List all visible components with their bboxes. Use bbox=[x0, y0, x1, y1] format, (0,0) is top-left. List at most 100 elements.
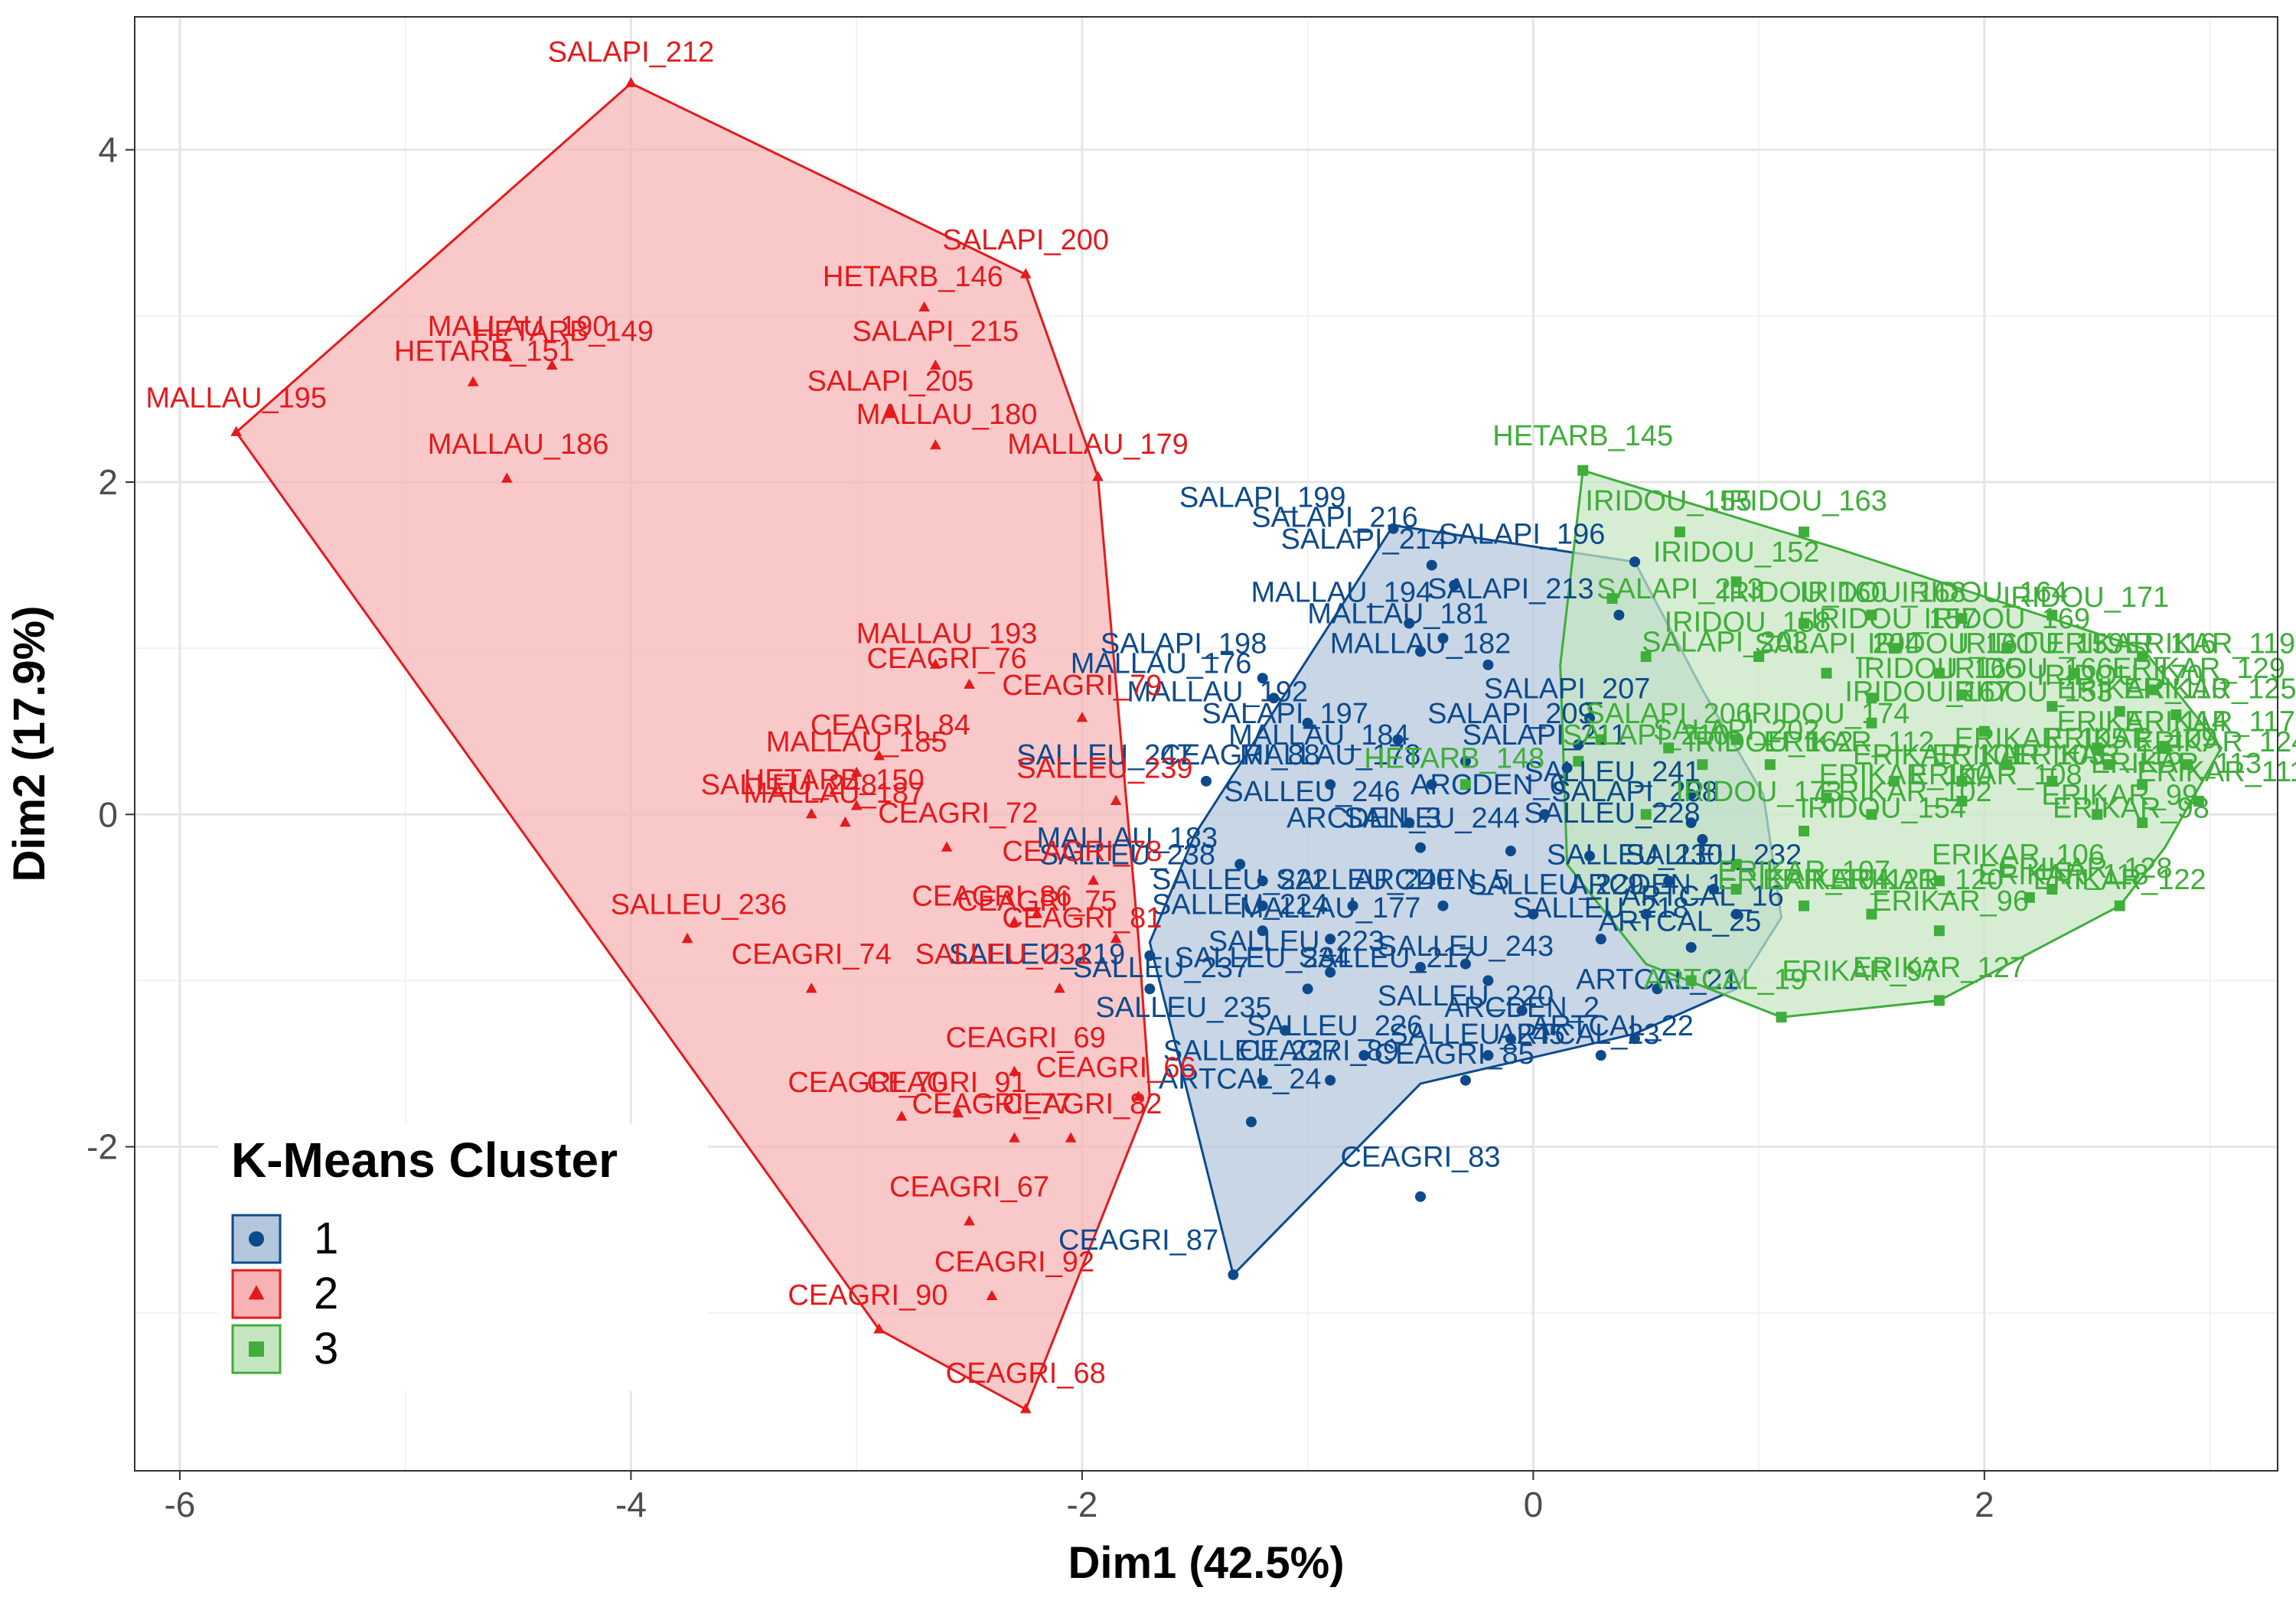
point-mallau-188 bbox=[1415, 646, 1426, 657]
point-arcden-1 bbox=[1640, 908, 1652, 920]
point-label: ERIKAR_100 bbox=[1819, 759, 1992, 791]
point-label: CEAGRI_72 bbox=[878, 797, 1038, 830]
x-tick-label: -2 bbox=[1066, 1485, 1097, 1524]
point-label: SALAPI_206 bbox=[1585, 698, 1752, 730]
point-erikar-125 bbox=[2170, 709, 2182, 720]
point-label: IRIDOU_171 bbox=[2003, 582, 2170, 614]
point-salleu-245 bbox=[1482, 1050, 1494, 1061]
point-label: ARTCAL_16 bbox=[1621, 881, 1784, 913]
point-label: HETARB_151 bbox=[394, 335, 575, 367]
point-label: IRIDOU_173 bbox=[1675, 776, 1842, 808]
point-label: SALLEU_232 bbox=[1626, 839, 1802, 871]
point-erikar-96 bbox=[1933, 925, 1945, 937]
point-salapi-197 bbox=[1392, 734, 1404, 745]
point-salleu-233 bbox=[1144, 983, 1156, 995]
point-mallau-182 bbox=[1482, 659, 1494, 670]
point-ceagri-91 bbox=[952, 1107, 964, 1118]
point-salleu-230 bbox=[1663, 875, 1675, 887]
point-label: SALAPI_196 bbox=[1439, 518, 1606, 550]
point-ceagri-66 bbox=[1133, 1090, 1144, 1101]
point-salapi-210 bbox=[1573, 755, 1584, 767]
point-label: ERIKAR_110 bbox=[2057, 673, 2228, 705]
point-iridou-154 bbox=[1799, 826, 1810, 836]
point-mallau-177 bbox=[1325, 934, 1336, 945]
point-salleu-244 bbox=[1505, 846, 1516, 857]
point-erikar-97 bbox=[1776, 1012, 1787, 1023]
point-label: ARCDEN_5 bbox=[1354, 864, 1509, 896]
point-arcden-3 bbox=[1415, 842, 1426, 853]
point-label: SALLEU_234 bbox=[1175, 942, 1351, 974]
point-mallau-194 bbox=[1404, 618, 1415, 629]
point-label: CEAGRI_90 bbox=[788, 1279, 947, 1312]
point-salapi-204 bbox=[1753, 651, 1765, 662]
point-salleu-235 bbox=[1280, 1025, 1291, 1036]
point-erikar-116 bbox=[2069, 667, 2080, 679]
point-label: ERIKAR_112 bbox=[1763, 726, 1934, 758]
point-label: IRIDOU_169 bbox=[1924, 603, 2091, 635]
point-label: SALLEU_226 bbox=[1247, 1010, 1423, 1042]
point-label: MALLAU_195 bbox=[145, 382, 327, 414]
point-label: ERIKAR_108 bbox=[1910, 759, 2082, 791]
point-ceagri-77 bbox=[1009, 1132, 1020, 1143]
point-label: IRIDOU_170 bbox=[2037, 660, 2203, 692]
point-salapi-209 bbox=[1573, 739, 1584, 751]
point-label: SALAPI_202 bbox=[1653, 715, 1820, 747]
point-ceagri-84 bbox=[873, 750, 885, 761]
point-label: CEAGRI_67 bbox=[889, 1172, 1049, 1204]
point-label: SALLEU_220 bbox=[1378, 980, 1554, 1012]
point-erikar-103 bbox=[1956, 775, 1968, 787]
point-iridou-162 bbox=[1697, 759, 1708, 771]
point-label: ARTCAL_23 bbox=[1497, 1019, 1660, 1051]
point-salleu-232 bbox=[1708, 884, 1720, 895]
point-iridou-164 bbox=[1956, 613, 1968, 624]
point-artcal-19 bbox=[1685, 975, 1697, 986]
legend-title: K-Means Cluster bbox=[231, 1133, 618, 1188]
point-iridou-158 bbox=[1606, 593, 1618, 604]
point-label: IRIDOU_161 bbox=[1867, 628, 2034, 660]
point-arcden-2 bbox=[1505, 1033, 1516, 1045]
point-erikar-128 bbox=[2024, 892, 2035, 903]
point-label: SALLEU_228 bbox=[1524, 797, 1700, 830]
point-label: IRIDOU_166 bbox=[1946, 653, 2113, 685]
point-erikar-102 bbox=[1866, 809, 1877, 820]
point-label: ERIKAR_106 bbox=[1932, 839, 2105, 871]
point-label: SALLEU_231 bbox=[915, 939, 1091, 971]
point-label: IRIDOU_168 bbox=[1799, 576, 1966, 608]
point-label: CEAGRI_79 bbox=[1002, 670, 1162, 702]
point-ceagri-88 bbox=[1325, 779, 1336, 790]
point-erikar-107 bbox=[1730, 859, 1742, 870]
point-label: ARTCAL_25 bbox=[1599, 905, 1762, 937]
point-erikar-124 bbox=[2182, 759, 2193, 771]
point-label: IRIDOU_163 bbox=[1720, 485, 1887, 517]
point-artcal-16 bbox=[1730, 908, 1742, 920]
point-label: SALLEU_222 bbox=[1152, 864, 1328, 896]
point-label: ERIKAR_129 bbox=[2112, 653, 2285, 685]
point-hetarb-151 bbox=[467, 376, 479, 386]
point-ceagri-83 bbox=[1415, 1191, 1426, 1202]
point-label: SALLEU_244 bbox=[1344, 803, 1520, 835]
point-erikar-110 bbox=[2114, 706, 2125, 717]
point-label: SALLEU_241 bbox=[1524, 756, 1700, 788]
point-arcden-5 bbox=[1437, 900, 1449, 911]
point-erikar-101 bbox=[1888, 775, 1900, 787]
point-mallau-185 bbox=[850, 766, 863, 777]
point-label: IRIDOU_154 bbox=[1799, 793, 1966, 825]
point-salapi-211 bbox=[1561, 762, 1573, 774]
point-mallau-180 bbox=[930, 438, 941, 450]
point-label: SALAPI_200 bbox=[942, 224, 1109, 256]
point-label: ERIKAR_105 bbox=[1955, 722, 2128, 755]
point-mallau-181 bbox=[1437, 633, 1449, 644]
point-label: SALAPI_212 bbox=[548, 37, 715, 69]
point-label: SALLEU_245 bbox=[1389, 1019, 1565, 1051]
point-mallau-178 bbox=[1426, 779, 1437, 790]
legend-marker-3 bbox=[249, 1341, 264, 1357]
data-points bbox=[230, 77, 2204, 1413]
point-erikar-100 bbox=[1821, 792, 1832, 804]
point-iridou-152 bbox=[1730, 576, 1742, 588]
point-iridou-170 bbox=[2047, 701, 2058, 712]
point-label: ARCDEN_3 bbox=[1287, 803, 1442, 835]
point-iridou-153 bbox=[1978, 725, 1990, 737]
point-hetarb-148 bbox=[1459, 779, 1471, 790]
point-salleu-223 bbox=[1459, 958, 1471, 970]
